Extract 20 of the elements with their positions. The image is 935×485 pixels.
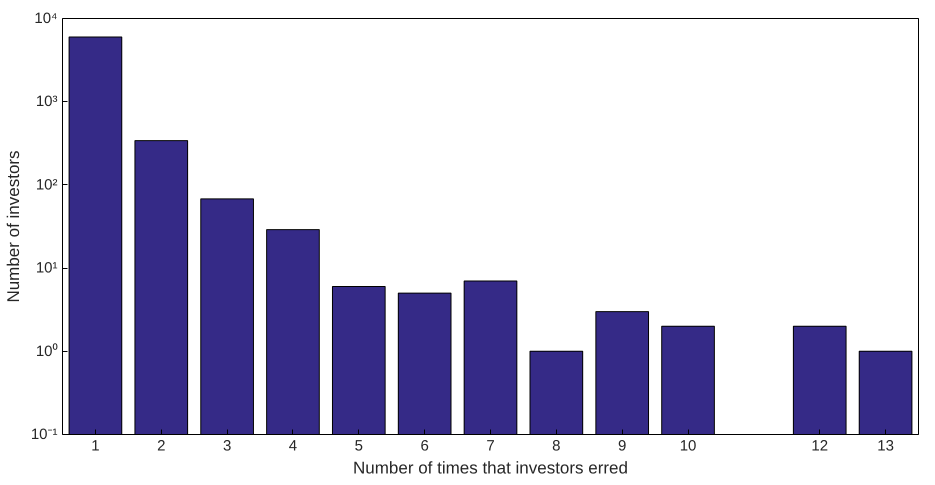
x-tick-label: 10 — [680, 438, 696, 454]
x-tick-label: 5 — [354, 438, 363, 454]
x-tick-label: 1 — [91, 438, 100, 454]
x-axis-title: Number of times that investors erred — [353, 458, 628, 478]
y-tick-label: 10⁰ — [36, 342, 58, 360]
x-tick-label: 9 — [618, 438, 626, 454]
x-tick-label: 8 — [552, 438, 561, 454]
x-tick-label: 7 — [486, 438, 495, 454]
y-tick-label: 10³ — [36, 93, 58, 110]
y-axis-title: Number of investors — [4, 150, 23, 303]
y-tick-label: 10⁴ — [34, 10, 58, 27]
x-tick-label: 4 — [288, 438, 298, 454]
x-tick-label: 13 — [877, 438, 894, 454]
y-tick-label: 10² — [36, 176, 58, 194]
x-tick-label: 12 — [811, 438, 828, 454]
y-tick-label: 10⁻¹ — [30, 426, 58, 443]
x-tick-label: 2 — [157, 438, 166, 454]
x-tick-label: 3 — [222, 438, 232, 454]
y-tick-label: 10¹ — [36, 260, 58, 277]
x-tick-label: 6 — [420, 438, 429, 454]
